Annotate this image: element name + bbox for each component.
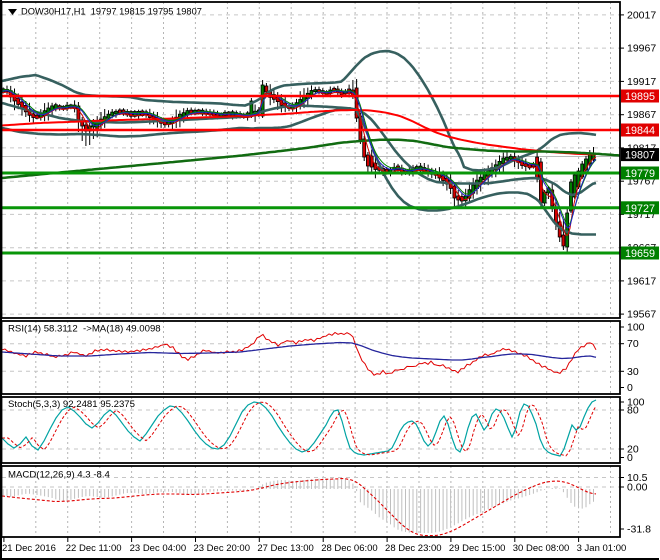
svg-text:19567: 19567 <box>627 309 656 321</box>
svg-text:19779: 19779 <box>625 168 655 180</box>
svg-text:23 Dec 04:00: 23 Dec 04:00 <box>130 543 187 554</box>
svg-text:19844: 19844 <box>625 125 655 137</box>
svg-text:19727: 19727 <box>625 203 655 215</box>
svg-text:30: 30 <box>627 366 639 378</box>
svg-text:Stoch(5,3,3) 92.2481 95.2375: Stoch(5,3,3) 92.2481 95.2375 <box>8 399 135 410</box>
svg-text:-31.8: -31.8 <box>627 524 651 536</box>
svg-text:100: 100 <box>627 397 645 409</box>
svg-text:0.00: 0.00 <box>627 482 648 494</box>
svg-text:29 Dec 15:00: 29 Dec 15:00 <box>449 543 506 554</box>
svg-text:19917: 19917 <box>627 76 656 88</box>
svg-text:0: 0 <box>627 452 633 464</box>
svg-text:19895: 19895 <box>625 91 655 103</box>
svg-text:70: 70 <box>627 338 639 350</box>
svg-text:20: 20 <box>627 444 639 456</box>
svg-text:19659: 19659 <box>625 248 655 260</box>
svg-text:21 Dec 2016: 21 Dec 2016 <box>2 543 56 554</box>
svg-text:19867: 19867 <box>627 109 656 121</box>
svg-text:100: 100 <box>627 322 645 334</box>
svg-text:28 Dec 06:00: 28 Dec 06:00 <box>321 543 378 554</box>
svg-text:3 Jan 01:00: 3 Jan 01:00 <box>577 543 627 554</box>
svg-text:MACD(12,26,9) 4.3 -8.4: MACD(12,26,9) 4.3 -8.4 <box>8 470 111 481</box>
svg-text:22 Dec 11:00: 22 Dec 11:00 <box>66 543 122 554</box>
svg-text:19807: 19807 <box>625 150 655 162</box>
svg-text:DOW30H17,H1 19797 19815 19795: DOW30H17,H1 19797 19815 19795 19807 <box>21 7 202 17</box>
svg-text:19967: 19967 <box>627 43 656 55</box>
svg-text:23 Dec 20:00: 23 Dec 20:00 <box>193 543 250 554</box>
svg-text:30 Dec 08:00: 30 Dec 08:00 <box>513 543 570 554</box>
svg-text:80: 80 <box>627 405 639 417</box>
svg-text:27 Dec 13:00: 27 Dec 13:00 <box>257 543 314 554</box>
svg-text:28 Dec 23:00: 28 Dec 23:00 <box>385 543 442 554</box>
svg-text:10.5: 10.5 <box>627 472 648 484</box>
svg-text:RSI(14) 58.3112 ->MA(18) 49.0: RSI(14) 58.3112 ->MA(18) 49.0098 <box>8 324 161 335</box>
svg-text:0: 0 <box>627 382 633 394</box>
svg-text:20017: 20017 <box>627 9 656 21</box>
svg-text:19617: 19617 <box>627 275 656 287</box>
